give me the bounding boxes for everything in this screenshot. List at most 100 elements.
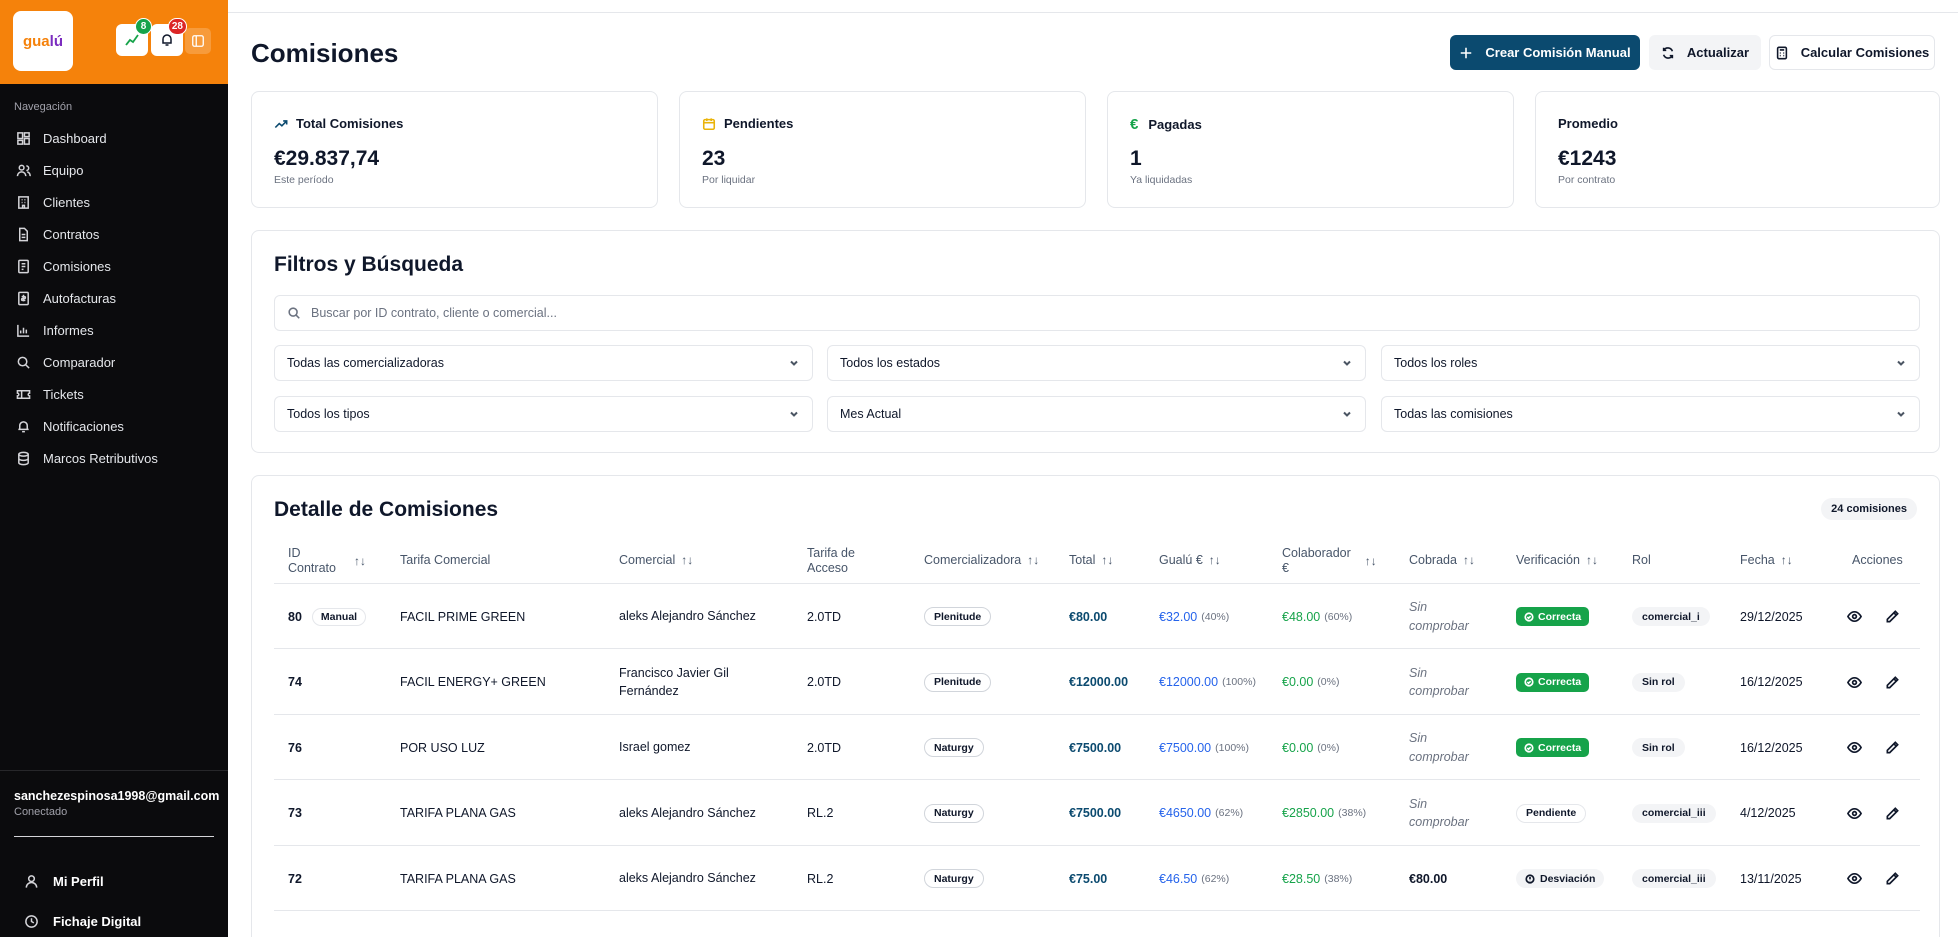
sidebar-item-informes[interactable]: Informes [0, 314, 228, 346]
actions [1843, 650, 1903, 715]
sort-icon: ↑↓ [1101, 553, 1114, 568]
activity-button[interactable]: 8 [116, 18, 152, 56]
fecha: 16/12/2025 [1740, 740, 1803, 755]
clock-in-link[interactable]: Fichaje Digital [24, 910, 141, 932]
sidebar-item-notificaciones[interactable]: Notificaciones [0, 410, 228, 442]
edit-button[interactable] [1881, 606, 1903, 628]
sort-icon: ↑↓ [1364, 553, 1377, 568]
file-icon [19, 227, 28, 241]
table-row[interactable]: 74 FACIL ENERGY+ GREEN Francisco Javier Gi… [274, 650, 1920, 715]
pencil-icon [1886, 741, 1899, 754]
eye-icon [1846, 872, 1862, 885]
select-comisiones[interactable]: Todas las comisiones [1381, 396, 1920, 432]
edit-button[interactable] [1881, 868, 1903, 890]
header-comercial[interactable]: Comercial ↑↓ [619, 553, 694, 568]
eye-icon [1846, 610, 1862, 623]
search-input[interactable] [311, 306, 1811, 320]
view-button[interactable] [1843, 802, 1865, 824]
stat-sub: Este período [274, 174, 334, 186]
filters-card: Filtros y Búsqueda Todas las comercializ… [251, 230, 1940, 453]
view-button[interactable] [1843, 606, 1865, 628]
sidebar-item-autofacturas[interactable]: Autofacturas [0, 282, 228, 314]
colaborador-amount: €2850.00 (38%) [1282, 806, 1367, 820]
select-tipo[interactable]: Todos los tipos [274, 396, 813, 432]
view-button[interactable] [1843, 671, 1865, 693]
view-button[interactable] [1843, 868, 1865, 890]
header-id[interactable]: ID Contrato ↑↓ [288, 546, 366, 575]
gualu-amount: €46.50 (62%) [1159, 871, 1230, 886]
table-row[interactable]: 72 TARIFA PLANA GAS aleks Alejandro Sánche… [274, 846, 1920, 911]
table-row[interactable]: 73 TARIFA PLANA GAS aleks Alejandro Sánche… [274, 781, 1920, 846]
sidebar-item-equipo[interactable]: Equipo [0, 154, 228, 186]
collapse-sidebar-button[interactable] [185, 28, 211, 54]
select-periodo[interactable]: Mes Actual [827, 396, 1366, 432]
header-verificacion[interactable]: Verificación ↑↓ [1516, 553, 1598, 568]
unverified-text: Sin comprobar [1409, 731, 1469, 764]
clock-icon [25, 914, 38, 928]
header-fecha[interactable]: Fecha ↑↓ [1740, 553, 1793, 568]
header-rol: Rol [1632, 553, 1651, 567]
tarifa-acceso: 2.0TD [807, 609, 842, 624]
tarifa-comercial: POR USO LUZ [400, 740, 485, 755]
edit-button[interactable] [1881, 737, 1903, 759]
main-content: Comisiones Crear Comisión Manual Actuali… [228, 0, 1958, 937]
unverified-text: Sin comprobar [1409, 665, 1469, 698]
header-colaborador[interactable]: Colaborador € ↑↓ [1282, 546, 1377, 575]
user-status: Conectado [14, 806, 68, 818]
table-row[interactable]: 76 POR USO LUZ Israel gomez 2.0TD Naturgy €75… [274, 715, 1920, 780]
create-manual-commission-button[interactable]: Crear Comisión Manual [1450, 35, 1640, 70]
logo[interactable]: gualú [13, 11, 73, 71]
stat-card-total: Total Comisiones €29.837,74 Este período [251, 91, 658, 208]
stat-sub: Por liquidar [702, 174, 756, 186]
header-comercializadora[interactable]: Comercializadora ↑↓ [924, 553, 1040, 568]
activity-badge: 8 [135, 18, 152, 35]
sidebar-item-marcos-retributivos[interactable]: Marcos Retributivos [0, 442, 228, 474]
top-divider [228, 12, 1958, 13]
header-total[interactable]: Total ↑↓ [1069, 553, 1114, 568]
fecha: 29/12/2025 [1740, 609, 1803, 624]
header-gualu[interactable]: Gualú € ↑↓ [1159, 553, 1221, 568]
sidebar-item-comparador[interactable]: Comparador [0, 346, 228, 378]
verificacion: Correcta [1516, 650, 1590, 715]
stat-value: 23 [702, 147, 726, 170]
tarifa-acceso: 2.0TD [807, 675, 842, 689]
view-button[interactable] [1843, 737, 1865, 759]
sidebar-item-clientes[interactable]: Clientes [0, 186, 228, 218]
select-estado[interactable]: Todos los estados [827, 345, 1366, 381]
sidebar: gualú 8 28 Navegación Dashboard Equipo C… [0, 0, 228, 937]
sort-icon: ↑↓ [1585, 553, 1598, 568]
chevron-down-icon [1897, 411, 1905, 417]
table-row[interactable]: 80 Manual FACIL PRIME GREEN aleks Alejandro… [274, 584, 1920, 649]
colaborador-amount: €28.50 (38%) [1282, 871, 1353, 886]
total-amount: €12000.00 [1069, 675, 1129, 689]
edit-button[interactable] [1881, 671, 1903, 693]
sidebar-item-comisiones[interactable]: Comisiones [0, 250, 228, 282]
comercial: aleks Alejandro Sánchez [619, 871, 756, 886]
edit-button[interactable] [1881, 802, 1903, 824]
calculate-commissions-button[interactable]: Calcular Comisiones [1769, 35, 1935, 70]
rol: Sin rol [1632, 650, 1685, 715]
actions [1843, 715, 1903, 780]
cobrada: Sin comprobar [1409, 715, 1469, 780]
verificacion: Correcta [1516, 584, 1590, 649]
profile-link[interactable]: Mi Perfil [24, 870, 104, 892]
nav-heading: Navegación [14, 101, 73, 113]
refresh-button[interactable]: Actualizar [1649, 35, 1761, 70]
chevron-down-icon [1897, 360, 1905, 366]
activity-icon [125, 34, 139, 46]
sidebar-item-contratos[interactable]: Contratos [0, 218, 228, 250]
total-amount: €75.00 [1069, 871, 1108, 886]
select-comercializadora[interactable]: Todas las comercializadoras [274, 345, 813, 381]
notifications-badge: 28 [167, 18, 187, 35]
search-field[interactable] [274, 295, 1920, 331]
total-amount: €7500.00 [1069, 740, 1122, 755]
sidebar-item-tickets[interactable]: Tickets [0, 378, 228, 410]
select-rol[interactable]: Todos los roles [1381, 345, 1920, 381]
header-cobrada[interactable]: Cobrada ↑↓ [1409, 553, 1475, 568]
sidebar-item-dashboard[interactable]: Dashboard [0, 122, 228, 154]
stat-sub: Por contrato [1558, 174, 1616, 186]
search-icon [17, 356, 30, 369]
notifications-button[interactable]: 28 [151, 18, 187, 56]
stat-value: 1 [1130, 147, 1142, 170]
bell-icon [162, 34, 172, 46]
